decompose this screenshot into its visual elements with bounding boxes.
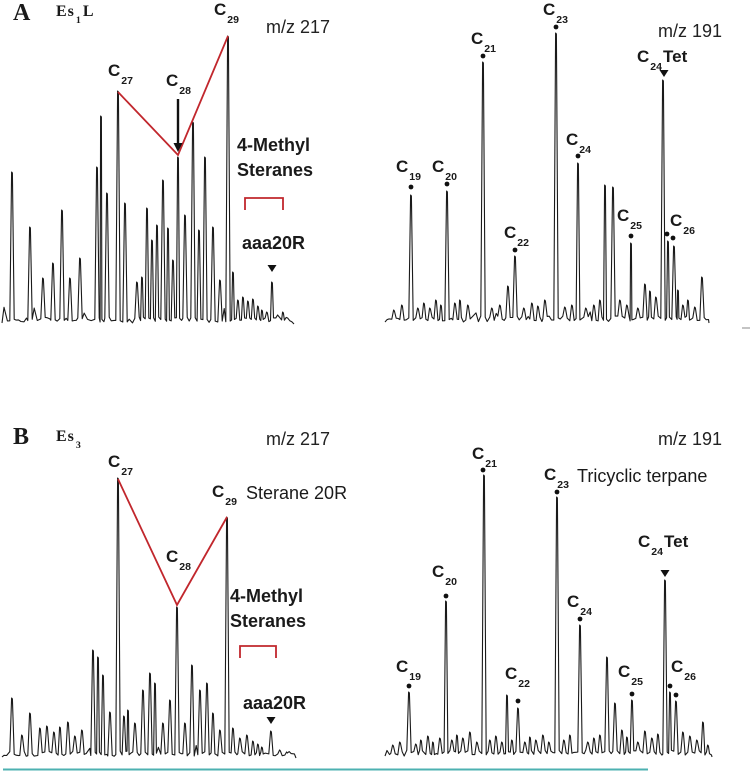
label-a217-c28: C28 — [166, 71, 191, 97]
label-b191-c22: C22 — [505, 664, 530, 690]
label-a191-c24: C24 — [566, 130, 591, 156]
footer-teal-line — [3, 768, 648, 771]
peak-dot-11 — [480, 467, 486, 473]
label-b217-c28: C28 — [166, 547, 191, 573]
label-a217-c27: C27 — [108, 61, 133, 87]
4methyl-bracket-a — [244, 197, 284, 210]
label-a217-steranes: Steranes — [237, 160, 314, 180]
c24tet-marker-a — [659, 70, 669, 77]
peak-dot-5 — [575, 153, 581, 159]
label-b191-mz: m/z 191 — [658, 429, 723, 449]
label-a217-aaa20r: aaa20R — [242, 233, 306, 253]
label-b191-c21: C21 — [472, 444, 497, 470]
chromatogram-trace-b-217 — [1, 477, 297, 759]
peak-dot-13 — [554, 489, 560, 495]
4methyl-bracket-b — [239, 645, 277, 658]
c24tet-marker-b — [660, 570, 670, 577]
label-a191-c26: C26 — [670, 211, 695, 237]
label-a217-c29: C29 — [214, 0, 239, 26]
label-a191-c21: C21 — [471, 29, 496, 55]
peak-dot-14 — [577, 616, 583, 622]
label-a191-c24tet: C24Tet — [637, 47, 688, 73]
peak-dot-4 — [553, 24, 559, 30]
label-a191-c19: C19 — [396, 157, 421, 183]
label-b191-tricyclic: Tricyclic terpane — [577, 466, 708, 486]
c28-arrow-a-head — [173, 143, 183, 152]
chromatogram-trace-a-217 — [1, 35, 295, 325]
label-a191-c25: C25 — [617, 206, 642, 232]
label-b191-c24tet: C24Tet — [638, 532, 689, 558]
label-a217-4methyl: 4-Methyl — [237, 135, 311, 155]
sterane-ternary-a — [117, 35, 229, 157]
aaa20r-marker-b — [266, 717, 276, 724]
peak-dot-2 — [480, 53, 486, 59]
peak-dot-7 — [664, 231, 670, 237]
peak-dot-16 — [667, 683, 673, 689]
label-b191-c26: C26 — [671, 657, 696, 683]
label-b217-steranes: Steranes — [230, 611, 307, 631]
label-b217-mz: m/z 217 — [266, 429, 331, 449]
label-b191-c23: C23 — [544, 465, 569, 491]
sterane-ternary-b — [117, 478, 228, 607]
peak-dot-1 — [444, 181, 450, 187]
label-panel-b: B — [13, 424, 30, 450]
label-a191-c23: C23 — [543, 0, 568, 26]
label-b191-c25: C25 — [618, 662, 643, 688]
label-sample-b: Es3 — [56, 428, 82, 452]
peak-dot-0 — [408, 184, 414, 190]
label-b217-4methyl: 4-Methyl — [230, 586, 304, 606]
chromatogram-trace-a-191 — [384, 32, 710, 324]
aaa20r-marker-a — [267, 265, 277, 272]
label-a191-c20: C20 — [432, 157, 457, 183]
label-sample-a: Es1L — [56, 3, 95, 27]
label-b191-c24: C24 — [567, 592, 592, 618]
label-b217-sterane20r: Sterane 20R — [246, 483, 348, 503]
peak-dot-12 — [515, 698, 521, 704]
peak-dot-10 — [443, 593, 449, 599]
label-b191-c19: C19 — [396, 657, 421, 683]
label-a191-mz: m/z 191 — [658, 21, 723, 41]
peak-dot-9 — [406, 683, 412, 689]
label-b217-aaa20r: aaa20R — [243, 693, 307, 713]
peak-dot-17 — [673, 692, 679, 698]
label-b217-c29: C29 — [212, 482, 237, 508]
label-b217-c27: C27 — [108, 452, 133, 478]
peak-dot-8 — [670, 235, 676, 241]
peak-dot-15 — [629, 691, 635, 697]
label-a191-c22: C22 — [504, 223, 529, 249]
label-panel-a: A — [13, 0, 31, 26]
label-b191-c20: C20 — [432, 562, 457, 588]
peak-dot-6 — [628, 233, 634, 239]
label-a217-mz: m/z 217 — [266, 17, 331, 37]
peak-dot-3 — [512, 247, 518, 253]
chromatogram-trace-b-191 — [384, 474, 713, 758]
